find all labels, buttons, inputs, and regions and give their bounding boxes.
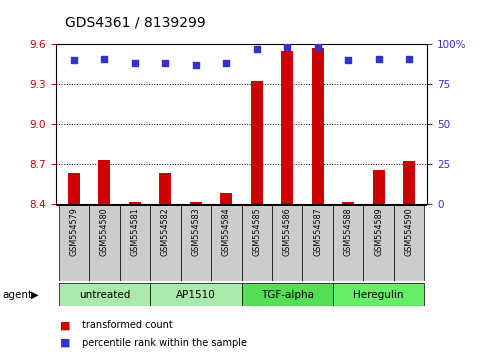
Text: AP1510: AP1510 [176,290,215,300]
Point [222,61,230,66]
Text: GSM554589: GSM554589 [374,207,383,256]
Text: ■: ■ [60,338,71,348]
Point [70,57,78,63]
Text: GDS4361 / 8139299: GDS4361 / 8139299 [65,16,206,30]
Bar [128,202,141,204]
Text: GSM554581: GSM554581 [130,207,139,256]
Bar [211,205,242,281]
Bar [58,205,89,281]
Bar [302,205,333,281]
Text: transformed count: transformed count [82,320,173,330]
Text: TGF-alpha: TGF-alpha [261,290,314,300]
Bar [394,205,425,281]
Text: Heregulin: Heregulin [354,290,404,300]
Text: GSM554588: GSM554588 [344,207,353,256]
Text: ▶: ▶ [31,290,39,300]
Point [344,57,352,63]
Text: GSM554586: GSM554586 [283,207,292,256]
Text: GSM554580: GSM554580 [100,207,109,256]
Text: untreated: untreated [79,290,130,300]
Bar [89,205,120,281]
Point [375,56,383,62]
Text: GSM554579: GSM554579 [70,207,78,257]
Bar [363,205,394,281]
Bar [68,173,80,204]
Bar [312,48,324,204]
Point [192,62,199,68]
Bar [58,283,150,306]
Text: agent: agent [2,290,32,300]
Text: GSM554583: GSM554583 [191,207,200,256]
Bar [342,202,355,204]
Bar [181,205,211,281]
Bar [403,161,415,204]
Point [284,45,291,50]
Text: GSM554584: GSM554584 [222,207,231,256]
Bar [220,193,232,204]
Point [131,61,139,66]
Point [314,45,322,50]
Bar [98,160,111,204]
Bar [281,51,293,204]
Text: GSM554585: GSM554585 [252,207,261,256]
Text: GSM554587: GSM554587 [313,207,322,256]
Point [100,56,108,62]
Text: GSM554582: GSM554582 [161,207,170,256]
Bar [242,283,333,306]
Text: GSM554590: GSM554590 [405,207,413,256]
Bar [372,170,385,204]
Bar [150,283,242,306]
Text: percentile rank within the sample: percentile rank within the sample [82,338,247,348]
Bar [150,205,181,281]
Bar [242,205,272,281]
Point [161,61,169,66]
Bar [272,205,302,281]
Point [253,46,261,52]
Bar [190,202,202,204]
Bar [159,173,171,204]
Bar [251,81,263,204]
Point [405,56,413,62]
Bar [333,283,425,306]
Bar [120,205,150,281]
Text: ■: ■ [60,320,71,330]
Bar [333,205,363,281]
